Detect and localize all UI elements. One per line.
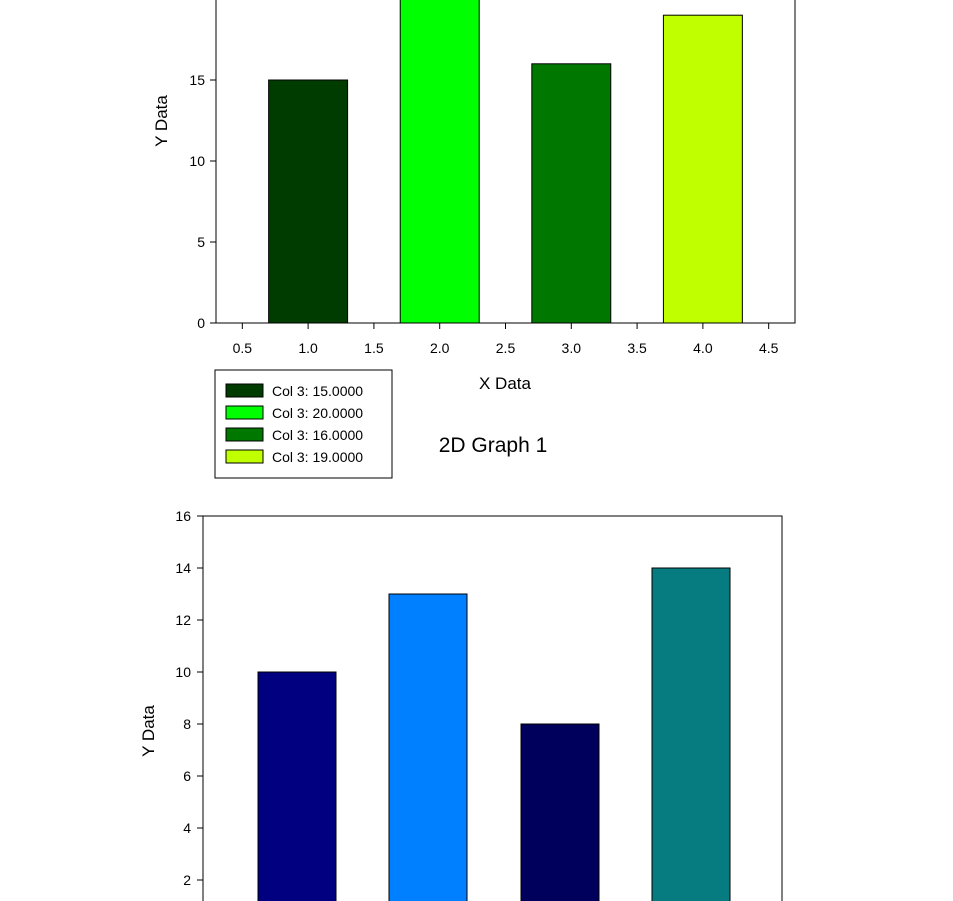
chart-2: 2D Graph 1 2 4 6 8 10 12 14 16 Y Data (139, 434, 783, 901)
chart-2-title: 2D Graph 1 (439, 434, 548, 457)
chart-2-y-axis-label: Y Data (139, 705, 158, 757)
chart-2-bar (651, 567, 731, 901)
chart-1-legend: Col 3: 15.0000 Col 3: 20.0000 Col 3: 16.00… (214, 369, 393, 479)
legend-swatch (225, 405, 264, 420)
chart-2-y-tick-label: 6 (183, 768, 191, 784)
chart-1-bar (268, 79, 349, 324)
chart-1-x-tick-label: 3.0 (562, 340, 582, 356)
chart-1-y-tick-label: 10 (189, 153, 205, 169)
legend-swatch (225, 383, 264, 398)
chart-1-bar (399, 0, 480, 324)
chart-1-bar (531, 63, 612, 324)
chart-1-x-tick-label: 0.5 (233, 340, 253, 356)
chart-2-y-tick-label: 8 (183, 716, 191, 732)
chart-1-x-tick-label: 2.5 (496, 340, 516, 356)
chart-2-bar (520, 723, 600, 901)
chart-2-y-tick-label: 2 (183, 872, 191, 888)
legend-label: Col 3: 20.0000 (272, 405, 363, 421)
chart-2-y-tick-label: 10 (175, 664, 191, 680)
chart-1-y-tick-label: 15 (189, 72, 205, 88)
chart-2-y-tick-label: 14 (175, 560, 191, 576)
chart-2-bar (257, 671, 337, 901)
chart-1-y-tick-label: 0 (197, 315, 205, 331)
chart-1-x-tick-label: 2.0 (430, 340, 450, 356)
legend-label: Col 3: 15.0000 (272, 383, 363, 399)
chart-1-x-axis-label: X Data (479, 374, 532, 393)
chart-1-bar (662, 14, 743, 324)
chart-1-x-tick-label: 4.0 (693, 340, 713, 356)
chart-2-bar (388, 593, 468, 901)
legend-swatch (225, 427, 264, 442)
chart-2-y-tick-label: 12 (175, 612, 191, 628)
legend-swatch (225, 449, 264, 464)
chart-1-x-tick-label: 1.5 (364, 340, 384, 356)
chart-2-y-tick-label: 4 (183, 820, 191, 836)
chart-1-y-axis-label: Y Data (152, 95, 171, 147)
chart-1-x-tick-label: 1.0 (298, 340, 318, 356)
chart-1-x-tick-label: 3.5 (627, 340, 647, 356)
legend-label: Col 3: 16.0000 (272, 427, 363, 443)
chart-1: 0.5 1.0 1.5 2.0 2.5 3.0 3.5 4.0 4.5 0 5 10 15 Y Data… (152, 0, 796, 479)
chart-1-y-tick-label: 5 (197, 234, 205, 250)
chart-2-y-tick-label: 16 (175, 508, 191, 524)
chart-1-x-tick-label: 4.5 (759, 340, 779, 356)
chart-2-plot-frame (202, 515, 783, 901)
legend-label: Col 3: 19.0000 (272, 449, 363, 465)
